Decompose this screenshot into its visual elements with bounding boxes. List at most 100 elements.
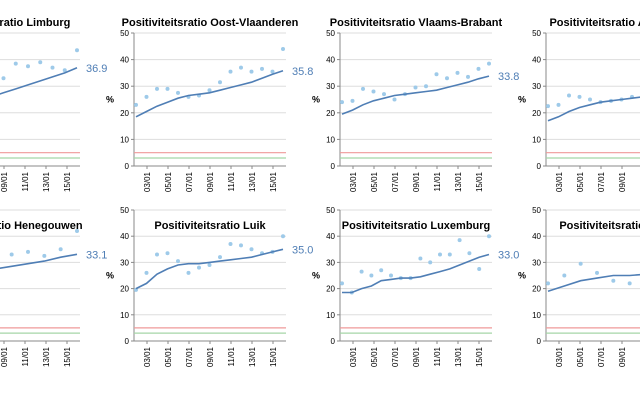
x-tick-label: 15/01 [63,171,72,192]
data-point [389,273,393,278]
data-point [228,242,233,247]
data-point [369,273,374,278]
x-tick-label: 03/01 [555,346,564,367]
chart-title: Positiviteitsratio Luik [154,220,266,232]
data-point [249,69,254,74]
data-point [588,97,592,102]
chart-panel-positiviteitsratio-oost-vlaanderen: Positiviteitsratio Oost-Vlaanderen 0 10 20 3… [106,17,313,192]
y-tick-label: 10 [120,135,129,144]
y-tick-label: 0 [537,337,542,346]
y-tick-label: 20 [326,109,335,118]
end-value-label: 33.8 [498,71,519,83]
data-point [50,65,55,70]
data-point [26,64,30,69]
data-point [340,100,344,105]
data-point [1,76,6,81]
data-point [260,66,264,71]
y-tick-label: 20 [120,285,129,294]
x-tick-label: 09/01 [0,346,9,367]
trend-line [135,70,284,118]
x-tick-label: 03/01 [555,171,564,192]
data-point [270,69,275,74]
trend-line [342,253,490,294]
data-point [42,253,47,258]
data-point [487,234,491,239]
data-point [144,94,149,99]
y-tick-label: 50 [326,29,335,38]
x-tick-label: 05/01 [164,171,173,192]
trend-line [547,96,640,122]
data-point [428,260,433,265]
trend-line [0,253,78,269]
x-tick-label: 09/01 [618,171,627,192]
y-tick-label: 30 [326,258,335,267]
data-point [75,48,79,53]
data-point [228,69,233,74]
x-tick-label: 03/01 [349,346,358,367]
end-value-label: 35.8 [292,66,313,78]
y-tick-label: 50 [532,206,541,215]
x-tick-label: 07/01 [597,346,606,367]
y-tick-label: 40 [120,232,129,241]
data-point [577,94,582,99]
chart-title: Positiviteitsratio Luxemburg [342,220,491,232]
data-point [556,102,561,107]
chart-panel-positiviteitsratio-namen: Positiviteitsratio Namen 0 10 20 30 40 50% 03/0… [518,206,640,367]
y-axis-label: % [518,95,526,105]
data-point [13,61,18,66]
data-point [627,281,632,286]
data-point [26,249,30,254]
x-tick-label: 07/01 [185,171,194,192]
x-tick-label: 09/01 [412,346,421,367]
y-tick-label: 20 [326,285,335,294]
y-tick-label: 0 [125,337,130,346]
y-tick-label: 10 [120,311,129,320]
data-point [457,238,462,243]
data-point [359,269,364,274]
y-axis-label: % [106,271,114,281]
data-point [413,85,418,90]
y-tick-label: 20 [532,285,541,294]
y-axis-label: % [312,95,320,105]
y-tick-label: 20 [532,109,541,118]
data-point [546,104,550,109]
x-tick-label: 05/01 [370,346,379,367]
x-tick-label: 05/01 [164,346,173,367]
x-tick-label: 07/01 [391,346,400,367]
y-tick-label: 0 [331,162,336,171]
data-point [281,234,285,239]
x-tick-label: 11/01 [21,346,30,366]
x-tick-label: 09/01 [618,346,627,367]
x-tick-label: 05/01 [576,346,585,367]
y-tick-label: 40 [326,232,335,241]
x-tick-label: 15/01 [475,171,484,192]
data-point [595,270,599,275]
x-tick-label: 05/01 [576,171,585,192]
y-axis-label: % [518,271,526,281]
x-tick-label: 11/01 [227,346,236,366]
x-tick-label: 05/01 [370,171,379,192]
data-point [186,270,191,275]
data-point [218,255,222,260]
chart-panel-positiviteitsratio-luik: Positiviteitsratio Luik 0 10 20 30 40 50% 03/01… [106,206,313,367]
x-tick-label: 07/01 [185,346,194,367]
x-tick-label: 15/01 [269,171,278,192]
data-point [165,86,170,91]
data-point [239,65,243,70]
data-point [438,252,442,257]
data-point [165,251,170,256]
y-tick-label: 10 [532,311,541,320]
y-tick-label: 50 [120,206,129,215]
x-tick-label: 13/01 [248,171,257,192]
x-tick-label: 13/01 [42,171,51,192]
data-point [487,61,491,66]
chart-title: Positiviteitsratio Limburg [0,17,70,29]
x-tick-label: 13/01 [248,346,257,367]
data-point [447,252,452,257]
chart-panel-positiviteitsratio-henegouwen: Positiviteitsratio Henegouwen01020304050… [0,209,107,367]
trend-line [135,248,284,290]
data-point [155,252,159,257]
data-point [424,84,428,89]
y-tick-label: 30 [120,258,129,267]
data-point [382,92,386,97]
